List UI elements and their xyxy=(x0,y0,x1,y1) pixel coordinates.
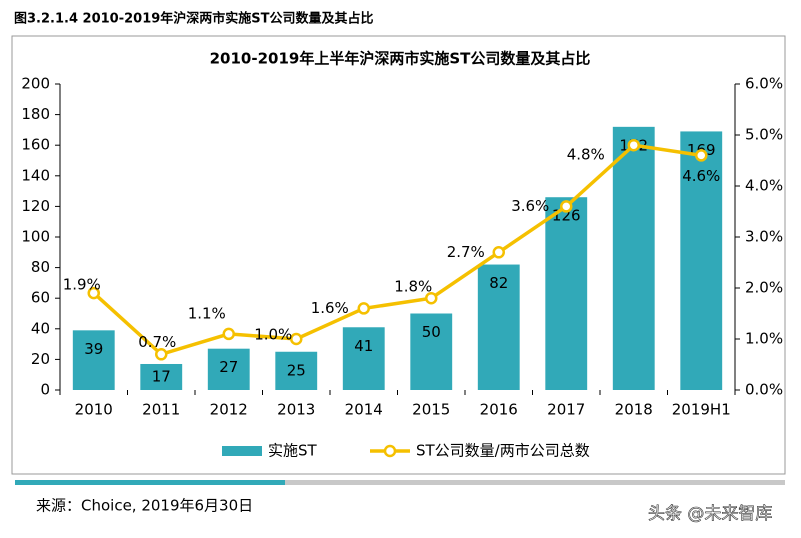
line-marker xyxy=(425,291,438,305)
divider xyxy=(285,480,785,485)
line xyxy=(92,143,702,357)
x-tick-label: 2014 xyxy=(345,401,383,419)
y-tick-label: 0 xyxy=(40,381,50,399)
line-marker xyxy=(155,348,168,361)
legend-swatch xyxy=(383,444,397,458)
watermark: 头条 @未来智库 xyxy=(648,504,772,524)
bar-label: 27 xyxy=(219,358,238,376)
bar-label: 25 xyxy=(287,361,306,379)
line-label: 1.6% xyxy=(311,299,349,317)
y2-tick-label: 5.0% xyxy=(745,126,783,144)
divider-accent xyxy=(15,480,285,485)
line-marker xyxy=(695,149,708,162)
bar xyxy=(72,330,115,390)
line-label: 1.8% xyxy=(394,278,432,296)
bar xyxy=(680,131,723,390)
bar-label: 50 xyxy=(422,323,441,341)
y2-tick-label: 3.0% xyxy=(745,228,783,246)
bar xyxy=(477,264,520,390)
y-tick-label: 100 xyxy=(21,228,50,246)
y-tick-label: 20 xyxy=(31,350,50,368)
line-marker xyxy=(492,246,505,259)
y2-tick-label: 2.0% xyxy=(745,279,783,297)
y2-tick-label: 0.0% xyxy=(745,381,783,399)
bar-label: 82 xyxy=(489,274,508,292)
bar xyxy=(410,313,453,390)
y-tick-label: 120 xyxy=(21,197,50,215)
line-label: 1.0% xyxy=(254,326,292,344)
legend-swatch xyxy=(222,446,262,456)
line-marker xyxy=(87,286,100,300)
line-marker xyxy=(357,302,370,315)
line-label: 4.8% xyxy=(567,146,605,164)
x-tick-label: 2017 xyxy=(547,401,585,419)
bar-label: 17 xyxy=(152,367,171,385)
line-label: 1.1% xyxy=(188,304,226,322)
bar xyxy=(275,351,318,390)
line-marker xyxy=(222,327,235,341)
y-tick-label: 140 xyxy=(21,166,50,184)
y-tick-label: 60 xyxy=(31,289,50,307)
line-label: 0.7% xyxy=(138,333,176,351)
x-tick-label: 2012 xyxy=(210,401,248,419)
chart-title: 2010-2019年上半年沪深两市实施ST公司数量及其占比 xyxy=(210,50,591,68)
y-tick-label: 160 xyxy=(21,136,50,154)
bar-label: 41 xyxy=(354,337,373,355)
x-tick-label: 2015 xyxy=(412,401,450,419)
line-label: 1.9% xyxy=(63,276,101,294)
chart-frame xyxy=(11,35,786,475)
line-marker xyxy=(627,138,640,152)
line-marker xyxy=(290,332,303,346)
x-tick-label: 2010 xyxy=(75,401,113,419)
bar xyxy=(342,327,385,390)
line-label: 2.7% xyxy=(447,243,485,261)
y2-tick-label: 6.0% xyxy=(745,75,783,93)
bar xyxy=(612,126,655,390)
line-label: 3.6% xyxy=(511,197,549,215)
source: 来源：Choice, 2019年6月30日 xyxy=(36,497,253,515)
figure-caption: 图3.2.1.4 2010-2019年沪深两市实施ST公司数量及其占比 xyxy=(14,11,374,27)
y2-tick-label: 4.0% xyxy=(745,177,783,195)
legend-label: 实施ST xyxy=(268,442,318,460)
y2-tick-label: 1.0% xyxy=(745,330,783,348)
x-tick-label: 2018 xyxy=(615,401,653,419)
line-label: 4.6% xyxy=(682,167,720,185)
y-tick-label: 40 xyxy=(31,319,50,337)
x-tick-label: 2011 xyxy=(142,401,180,419)
bar xyxy=(207,348,250,390)
y-tick-label: 200 xyxy=(21,75,50,93)
bar xyxy=(545,197,588,390)
x-tick-label: 2013 xyxy=(277,401,315,419)
x-tick-label: 2019H1 xyxy=(672,401,731,419)
y-tick-label: 180 xyxy=(21,105,50,123)
y-tick-label: 80 xyxy=(31,258,50,276)
x-tick-label: 2016 xyxy=(480,401,518,419)
legend-label: ST公司数量/两市公司总数 xyxy=(416,442,590,460)
bar xyxy=(140,363,183,390)
line-marker xyxy=(560,200,573,213)
bar-label: 39 xyxy=(84,340,103,358)
